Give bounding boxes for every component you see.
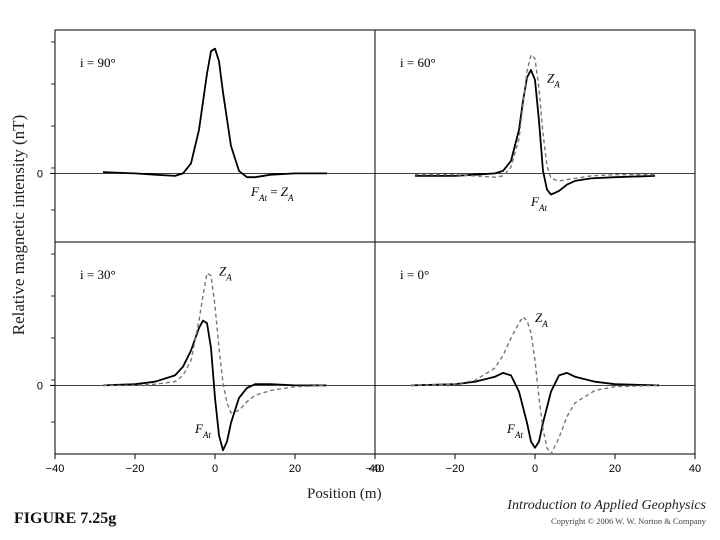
x-tick-label: 20 bbox=[609, 463, 621, 475]
y-tick-label: 0 bbox=[37, 380, 43, 392]
x-tick-label: 40 bbox=[369, 463, 381, 475]
series-line bbox=[410, 316, 660, 454]
x-tick-label: −20 bbox=[446, 463, 465, 475]
panel-series bbox=[102, 272, 328, 452]
series-line bbox=[415, 54, 655, 182]
figure-label: FIGURE 7.25g bbox=[14, 510, 117, 527]
series-line bbox=[103, 272, 328, 414]
book-title: Introduction to Applied Geophysics bbox=[507, 498, 706, 513]
y-axis-title: Relative magnetic intensity (nT) bbox=[4, 80, 34, 370]
panel-titles: i = 90° i = 60° i = 30° i = 0° bbox=[80, 55, 436, 282]
panel-series bbox=[410, 316, 660, 454]
panel-title: i = 60° bbox=[400, 55, 436, 70]
axis-ticks: 00−40 −20 0 20 40−40 −20 0 20 40 bbox=[37, 41, 701, 475]
panel-series bbox=[415, 54, 656, 196]
x-tick-label: −40 bbox=[46, 463, 65, 475]
series-annotation: FAt = ZA bbox=[250, 184, 294, 203]
x-axis-title: Position (m) bbox=[307, 486, 382, 502]
x-tick-label: 0 bbox=[212, 463, 218, 475]
series-annotation: ZA bbox=[547, 70, 560, 89]
x-tick-label: 20 bbox=[289, 463, 301, 475]
x-tick-label: −20 bbox=[126, 463, 145, 475]
x-tick-label: 0 bbox=[532, 463, 538, 475]
series-annotation: FAt bbox=[194, 421, 211, 440]
series-annotation: ZA bbox=[219, 264, 232, 283]
panel-title: i = 30° bbox=[80, 267, 116, 282]
x-tick-label: 40 bbox=[689, 463, 701, 475]
y-axis-title-text: Relative magnetic intensity (nT) bbox=[9, 114, 28, 336]
y-tick-label: 0 bbox=[37, 168, 43, 180]
series-line bbox=[102, 319, 327, 452]
panel-title: i = 0° bbox=[400, 267, 429, 282]
series-layer bbox=[102, 47, 660, 454]
series-line bbox=[415, 69, 656, 196]
panel-title: i = 90° bbox=[80, 55, 116, 70]
series-annotation: FAt bbox=[506, 421, 523, 440]
series-line bbox=[410, 372, 660, 449]
series-annotation: ZA bbox=[535, 310, 548, 329]
series-line bbox=[102, 47, 327, 179]
panel-series bbox=[102, 47, 327, 179]
x-tick-label: −40 bbox=[366, 463, 385, 475]
series-annotation: FAt bbox=[530, 194, 547, 213]
annotations: FAt = ZA ZA FAt ZA FAt ZA FAt bbox=[194, 70, 560, 439]
copyright-notice: Copyright © 2006 W. W. Norton & Company bbox=[551, 516, 706, 526]
